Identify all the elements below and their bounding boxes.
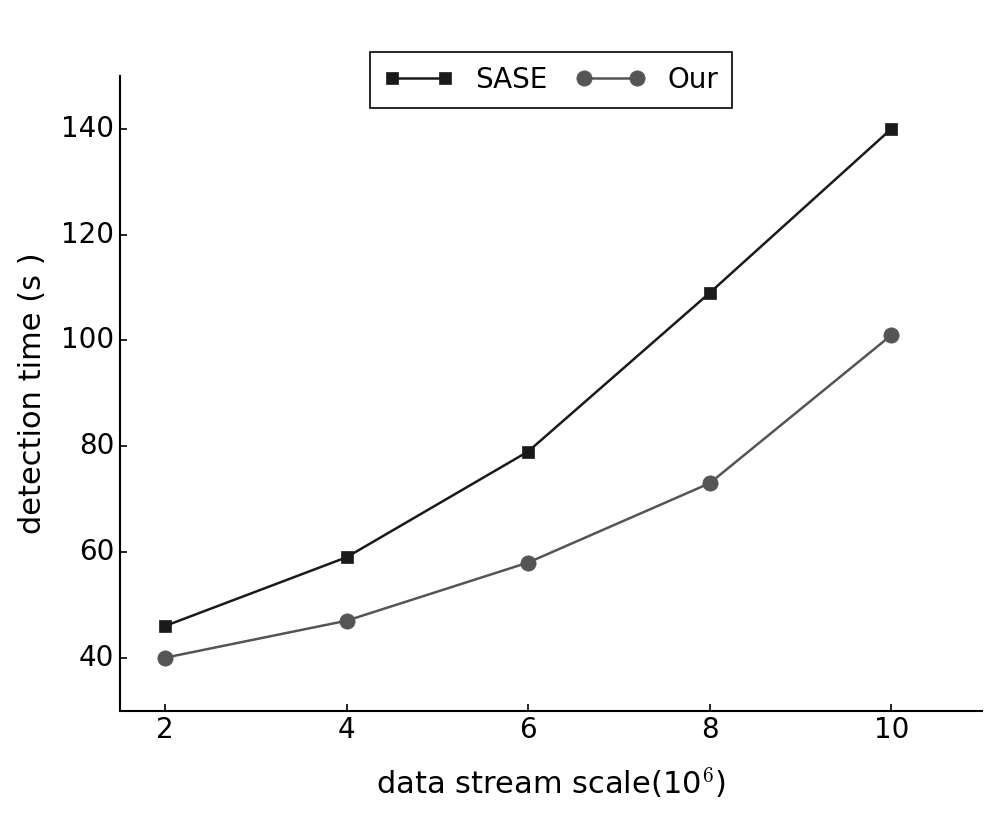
SASE <box>885 124 897 134</box>
Line: Our: Our <box>157 327 899 665</box>
Our <box>522 558 534 568</box>
SASE <box>522 447 534 456</box>
Our <box>885 330 897 340</box>
Our <box>159 653 171 663</box>
Our <box>341 616 353 626</box>
X-axis label: data stream scale(10$^6$): data stream scale(10$^6$) <box>376 765 726 800</box>
SASE <box>704 288 716 298</box>
SASE <box>341 552 353 562</box>
SASE <box>159 621 171 631</box>
Line: SASE: SASE <box>159 123 897 632</box>
Y-axis label: detection time (s ): detection time (s ) <box>18 253 47 534</box>
Our <box>704 479 716 488</box>
Legend: SASE, Our: SASE, Our <box>370 52 732 108</box>
